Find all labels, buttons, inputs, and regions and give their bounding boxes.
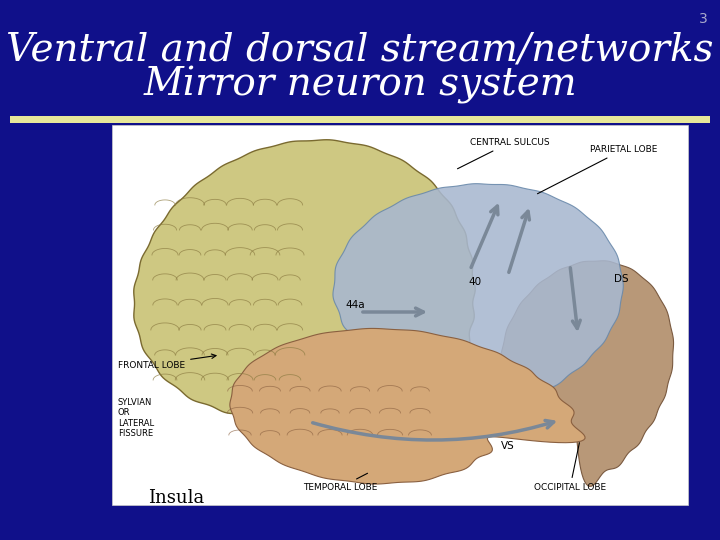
Polygon shape [134,140,475,452]
Text: VS: VS [501,441,515,451]
Text: SYLVIAN
OR
LATERAL
FISSURE: SYLVIAN OR LATERAL FISSURE [118,398,154,438]
Polygon shape [333,184,624,429]
Bar [112,125,688,505]
Text: 44a: 44a [345,300,365,310]
Text: DS: DS [614,274,629,284]
Text: FRONTAL LOBE: FRONTAL LOBE [118,354,216,369]
Text: PARIETAL LOBE: PARIETAL LOBE [537,145,657,194]
Text: 3: 3 [699,12,708,26]
Text: 40: 40 [469,277,482,287]
Text: Ventral and dorsal stream/networks: Ventral and dorsal stream/networks [6,31,714,69]
Text: OCCIPITAL LOBE: OCCIPITAL LOBE [534,443,606,492]
Text: Mirror neuron system: Mirror neuron system [143,66,577,104]
Text: CENTRAL SULCUS: CENTRAL SULCUS [457,138,550,169]
Text: Insula: Insula [148,489,204,507]
Polygon shape [230,328,585,484]
Bar [10,116,710,123]
Text: TEMPORAL LOBE: TEMPORAL LOBE [303,473,377,492]
Polygon shape [500,261,673,487]
